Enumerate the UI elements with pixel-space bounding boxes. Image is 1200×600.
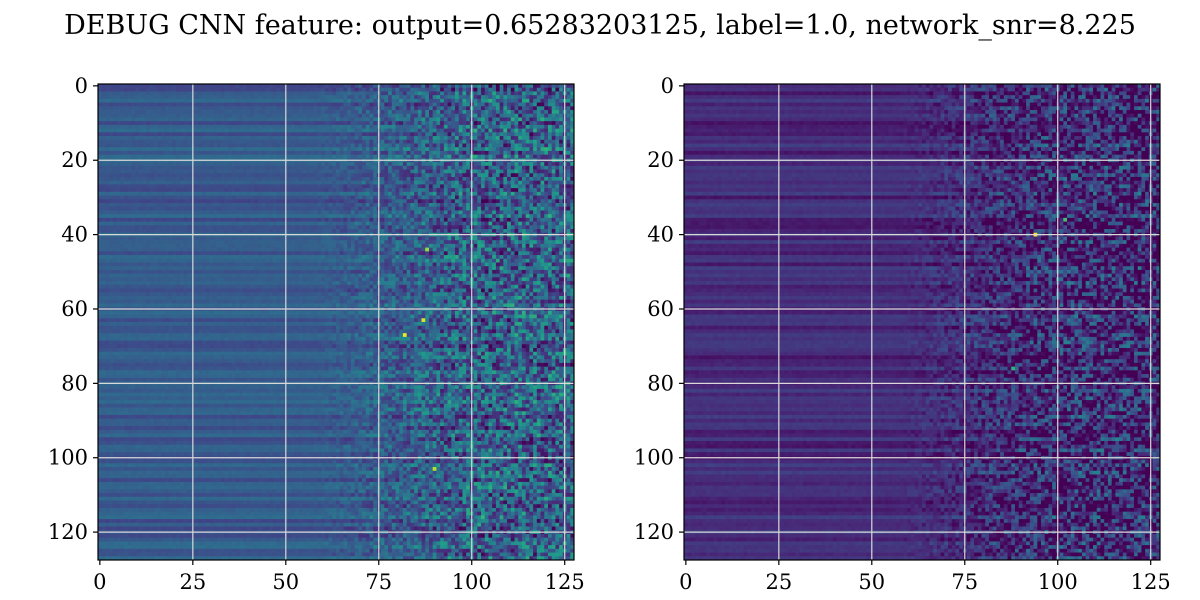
heatmap-panel-left: 0 25 50 75 100 125 0 20 40 60 80 100 120	[48, 74, 585, 594]
y-tick-label: 100	[48, 446, 88, 470]
y-tick-label: 20	[61, 148, 88, 172]
y-tick-label: 80	[647, 371, 674, 395]
heatmap-hotspot	[1011, 367, 1015, 371]
heatmap-hotspot	[422, 318, 426, 322]
x-tick-label: 75	[365, 570, 392, 594]
heatmap-cells-left	[98, 84, 574, 560]
y-tick-label: 40	[61, 223, 88, 247]
heatmap-cells-right	[684, 84, 1160, 560]
y-tick-label: 100	[634, 446, 674, 470]
x-tick-label: 75	[951, 570, 978, 594]
x-tick-label: 25	[179, 570, 206, 594]
heatmap-panel-right: 0 25 50 75 100 125 0 20 40 60 80 100 120	[634, 74, 1171, 594]
x-tick-label: 100	[1038, 570, 1078, 594]
y-tick-label: 80	[61, 371, 88, 395]
x-tick-label: 50	[858, 570, 885, 594]
y-tick-label: 0	[661, 74, 674, 98]
x-tick-label: 125	[545, 570, 585, 594]
y-tick-label: 40	[647, 223, 674, 247]
y-tick-label: 60	[647, 297, 674, 321]
x-tick-label: 125	[1131, 570, 1171, 594]
heatmap-hotspot	[403, 333, 407, 337]
heatmap-hotspot	[425, 248, 429, 252]
heatmap-hotspot	[433, 467, 437, 471]
y-tick-label: 60	[61, 297, 88, 321]
y-tick-label: 20	[647, 148, 674, 172]
x-tick-label: 0	[93, 570, 106, 594]
y-tick-label: 120	[48, 520, 88, 544]
y-tick-label: 0	[75, 74, 88, 98]
heatmap-hotspot	[1063, 218, 1067, 222]
x-tick-label: 100	[452, 570, 492, 594]
x-tick-label: 25	[765, 570, 792, 594]
x-tick-label: 0	[679, 570, 692, 594]
x-tick-label: 50	[272, 570, 299, 594]
y-tick-label: 120	[634, 520, 674, 544]
figure-title: DEBUG CNN feature: output=0.65283203125,…	[64, 10, 1136, 41]
